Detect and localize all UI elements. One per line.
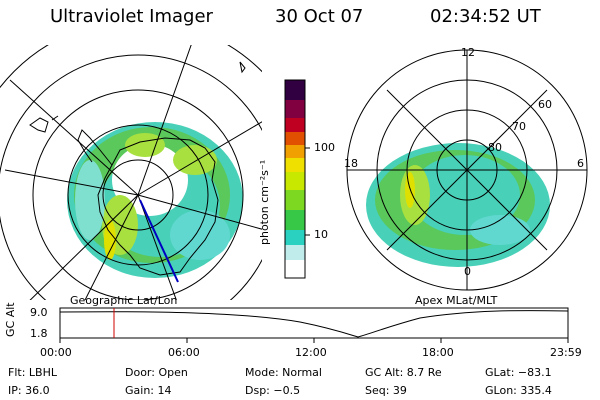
colorbar	[284, 79, 310, 279]
instrument-title: Ultraviolet Imager	[50, 6, 213, 27]
info-gc-alt: GC Alt: 8.7 Re	[365, 366, 442, 379]
x-tick-2359: 23:59	[550, 346, 582, 359]
x-tick-0000: 00:00	[40, 346, 72, 359]
mlt-label-top: 12	[461, 46, 475, 59]
left-panel-caption: Geographic Lat/Lon	[70, 294, 178, 307]
geographic-map	[0, 45, 262, 300]
magnetic-map	[346, 49, 588, 291]
info-flt: Flt: LBHL	[8, 366, 57, 379]
meridians-left	[4, 45, 262, 300]
colorbar-tick-100: 100	[314, 141, 335, 154]
mlt-label-right: 6	[577, 157, 584, 170]
spacecraft-track	[139, 199, 179, 283]
x-tick-0600: 06:00	[168, 346, 200, 359]
antarctica-coastline	[97, 137, 219, 276]
colorbar-title: photon cm⁻²s⁻¹	[258, 159, 271, 245]
mlt-label-left: 18	[344, 157, 358, 170]
mlt-spokes	[347, 50, 587, 290]
date-label: 30 Oct 07	[275, 6, 364, 27]
small-island	[239, 61, 246, 74]
right-panel-caption: Apex MLat/MLT	[415, 294, 498, 307]
altitude-strip	[59, 307, 569, 343]
mlat-label-80: 80	[488, 141, 502, 154]
x-tick-1200: 12:00	[295, 346, 327, 359]
alt-axis-label: GC Alt	[4, 302, 17, 337]
info-glon: GLon: 335.4	[485, 384, 552, 397]
x-tick-1800: 18:00	[422, 346, 454, 359]
info-dsp: Dsp: −0.5	[245, 384, 301, 397]
peninsula-coastline	[77, 129, 113, 166]
time-label: 02:34:52 UT	[430, 6, 541, 27]
info-glat: GLat: −83.1	[485, 366, 552, 379]
info-door: Door: Open	[125, 366, 188, 379]
info-ip: IP: 36.0	[8, 384, 50, 397]
info-mode: Mode: Normal	[245, 366, 322, 379]
info-gain: Gain: 14	[125, 384, 172, 397]
mlat-label-60: 60	[538, 98, 552, 111]
south-america-coastline	[29, 115, 59, 133]
altitude-curve	[59, 310, 569, 338]
alt-tick-low: 1.8	[30, 327, 48, 340]
alt-tick-high: 9.0	[30, 306, 48, 319]
info-seq: Seq: 39	[365, 384, 407, 397]
mlat-label-70: 70	[512, 120, 526, 133]
mlt-label-bottom: 0	[464, 265, 471, 278]
colorbar-tick-10: 10	[314, 228, 328, 241]
